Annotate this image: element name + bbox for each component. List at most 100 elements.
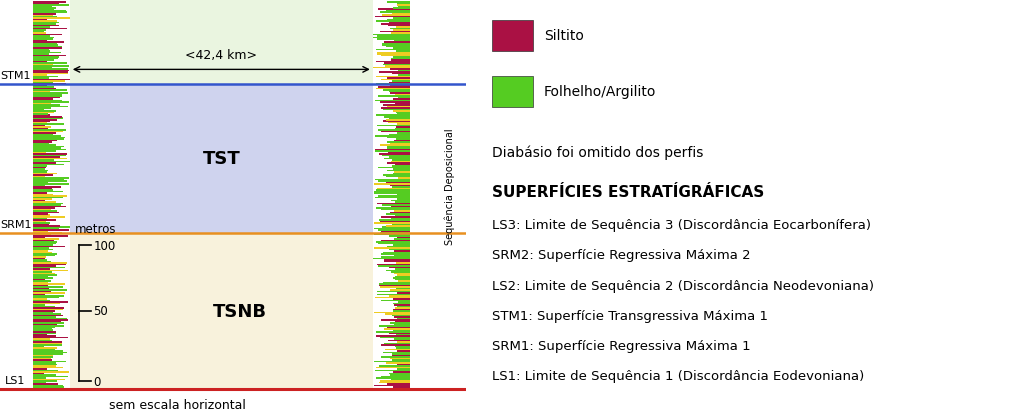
Bar (381, 79, 410, 81)
Bar (394, 239, 410, 240)
Bar (396, 334, 410, 336)
Bar (395, 321, 410, 322)
Bar (33, 197, 63, 199)
Bar (385, 182, 410, 184)
Bar (33, 255, 54, 257)
Bar (383, 175, 410, 176)
Bar (392, 330, 410, 331)
Bar (390, 358, 410, 359)
Bar (33, 190, 53, 191)
Bar (33, 297, 58, 299)
Bar (33, 175, 53, 176)
Bar (397, 97, 410, 99)
Bar (33, 87, 53, 88)
Text: LS2: Limite de Sequência 2 (Discordância Neodevoniana): LS2: Limite de Sequência 2 (Discordância… (493, 279, 874, 292)
Bar (33, 234, 51, 236)
Bar (33, 318, 67, 319)
Bar (392, 187, 410, 188)
Bar (381, 216, 410, 218)
Bar (396, 263, 410, 264)
Bar (389, 69, 410, 71)
Bar (33, 91, 50, 93)
Bar (33, 96, 62, 97)
Text: Sequência Deposicional: Sequência Deposicional (444, 128, 455, 244)
Bar (33, 33, 46, 35)
Bar (377, 291, 410, 292)
Bar (33, 351, 63, 352)
Bar (394, 273, 410, 275)
Bar (374, 223, 410, 224)
Bar (374, 385, 410, 386)
Bar (33, 2, 67, 4)
Bar (392, 386, 410, 388)
Text: Folhelho/Argilito: Folhelho/Argilito (544, 85, 656, 99)
Bar (33, 108, 51, 109)
Bar (33, 76, 58, 78)
Bar (390, 322, 410, 324)
Bar (395, 128, 410, 130)
Bar (33, 3, 59, 5)
Bar (390, 185, 410, 187)
Bar (33, 330, 53, 331)
Bar (378, 167, 410, 169)
Bar (391, 200, 410, 202)
Bar (33, 256, 46, 258)
Bar (393, 303, 410, 304)
Bar (387, 163, 410, 164)
Bar (389, 23, 410, 24)
Bar (396, 51, 410, 53)
Bar (381, 132, 410, 133)
Bar (33, 264, 67, 266)
Bar (33, 185, 45, 187)
Bar (33, 270, 69, 272)
Bar (393, 245, 410, 246)
Bar (33, 184, 69, 185)
Bar (33, 39, 53, 41)
Bar (33, 246, 66, 248)
Bar (33, 322, 65, 324)
Text: metros: metros (75, 223, 116, 235)
Bar (33, 301, 69, 303)
Text: LS1: LS1 (5, 375, 25, 385)
Bar (375, 151, 410, 152)
Bar (397, 71, 410, 72)
Bar (33, 74, 68, 75)
Bar (395, 103, 410, 105)
Bar (387, 2, 410, 4)
Bar (33, 181, 68, 182)
Bar (397, 280, 410, 282)
Bar (33, 242, 57, 243)
Bar (33, 48, 62, 50)
Bar (374, 191, 410, 193)
Bar (33, 206, 66, 208)
Bar (397, 114, 410, 115)
Bar (33, 123, 47, 124)
Bar (33, 352, 68, 354)
Bar (33, 154, 67, 155)
Bar (397, 275, 410, 276)
Bar (33, 371, 69, 373)
Bar (33, 328, 51, 330)
Bar (379, 283, 410, 285)
Bar (33, 263, 67, 264)
Bar (397, 7, 410, 8)
Bar (382, 155, 410, 157)
Bar (33, 18, 70, 20)
Bar (33, 363, 56, 364)
Bar (33, 358, 51, 359)
Bar (388, 267, 410, 269)
Bar (381, 344, 410, 346)
Bar (33, 97, 60, 99)
Bar (33, 62, 47, 63)
Bar (33, 347, 57, 349)
Bar (390, 374, 410, 376)
Bar (33, 383, 57, 385)
Bar (33, 236, 69, 237)
Bar (375, 17, 410, 19)
Bar (384, 260, 410, 261)
Bar (397, 368, 410, 370)
Bar (33, 379, 65, 380)
Bar (387, 147, 410, 148)
Bar (381, 231, 410, 233)
Bar (389, 295, 410, 297)
